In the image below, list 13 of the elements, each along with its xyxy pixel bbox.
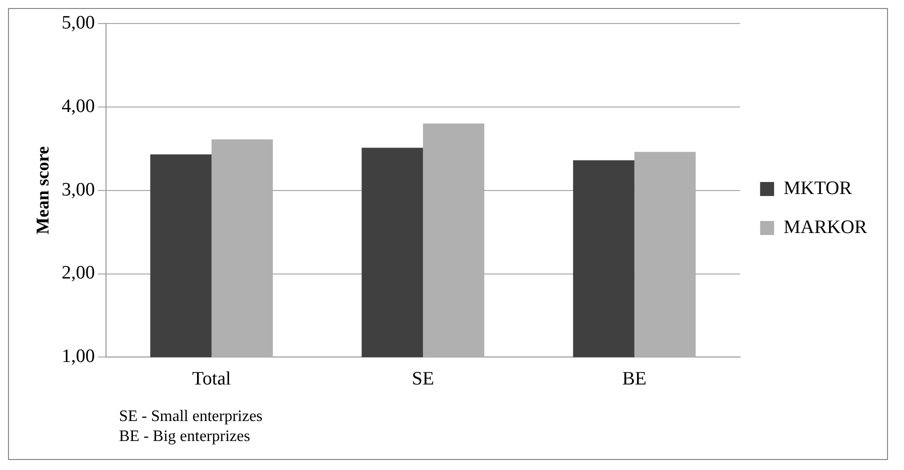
y-tick-label: 1,00: [62, 346, 95, 368]
y-tick-label: 5,00: [62, 12, 95, 34]
y-axis-title: Mean score: [32, 146, 52, 234]
y-tick-label: 3,00: [62, 179, 95, 200]
legend-label: MKTOR: [784, 178, 852, 199]
x-tick-label: BE: [622, 368, 647, 390]
text: BE - Big enterprizes: [119, 427, 252, 447]
text: SE - Small enterprizes: [119, 407, 263, 427]
x-tick-label: SE: [412, 368, 434, 390]
y-tick-label: 2,00: [62, 262, 95, 284]
x-tick-label: Total: [192, 368, 231, 390]
y-tick-label: 4,00: [62, 96, 95, 117]
legend-label: MARKOR: [784, 216, 868, 238]
